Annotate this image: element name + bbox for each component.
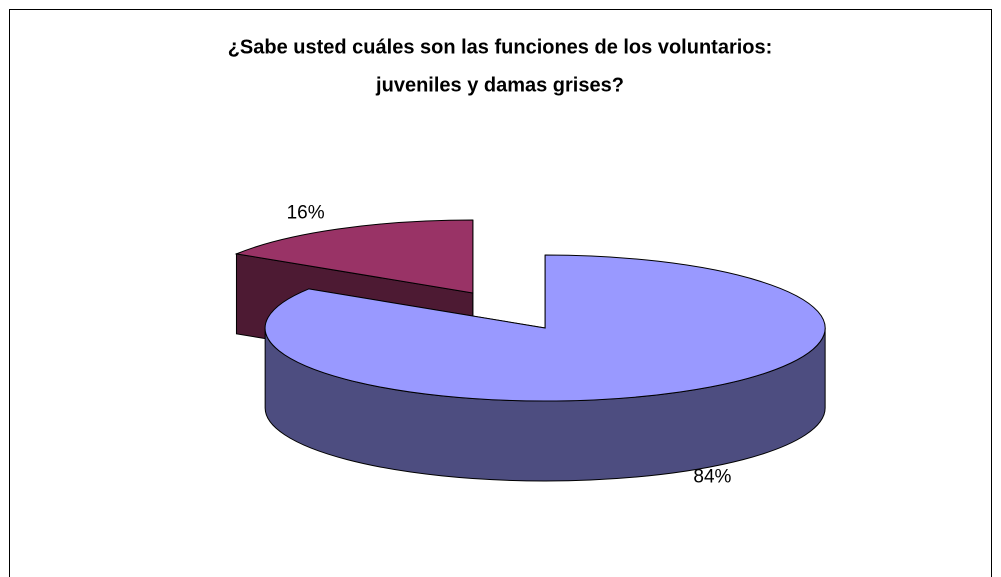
- chart-border: [9, 9, 992, 577]
- pie: [234, 219, 826, 482]
- chart-title: ¿Sabe usted cuáles son las funciones de …: [228, 36, 773, 58]
- slice-top: [264, 254, 826, 402]
- slice-top: [234, 219, 474, 294]
- data-label: 84%: [693, 466, 731, 487]
- chart-title: juveniles y damas grises?: [375, 74, 624, 96]
- data-label: 16%: [287, 203, 325, 224]
- pie-slice: [264, 254, 826, 482]
